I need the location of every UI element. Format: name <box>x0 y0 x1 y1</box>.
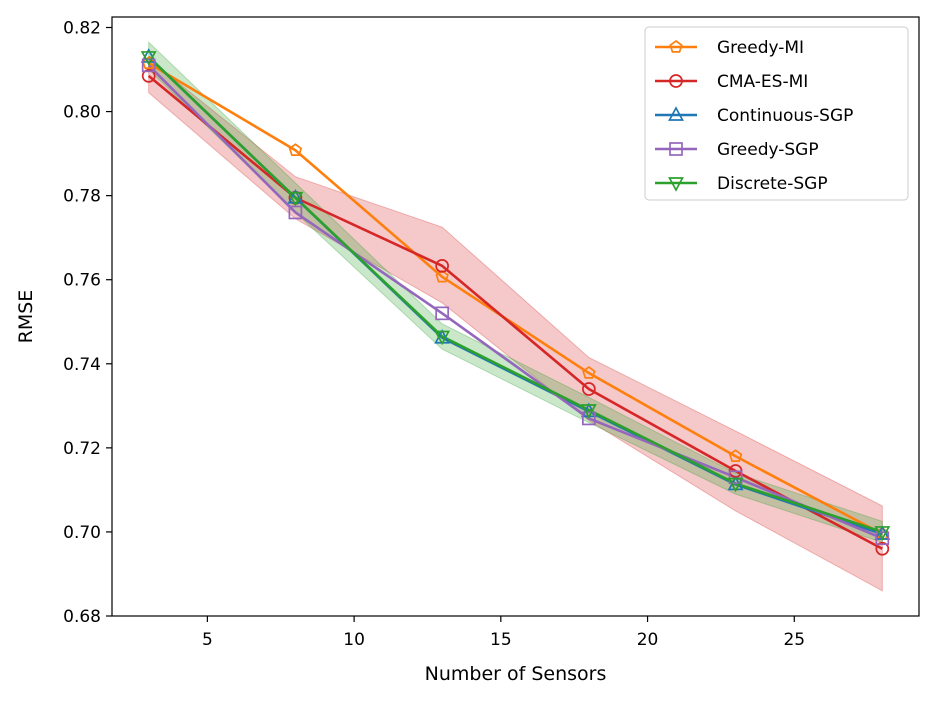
legend-label-greedy-mi: Greedy-MI <box>717 38 804 58</box>
point-cma-es-mi-18 <box>582 382 596 396</box>
series-markers <box>140 48 891 556</box>
point-cma-es-mi-28 <box>875 541 890 556</box>
y-tick-label: 0.82 <box>63 19 101 39</box>
point-discrete-sgp-13 <box>434 330 451 346</box>
point-continuous-sgp-3 <box>140 48 157 63</box>
legend-label-continuous-sgp: Continuous-SGP <box>717 106 853 126</box>
line-greedy-sgp <box>147 64 883 540</box>
x-axis-ticks: 5 10 15 20 25 <box>202 616 805 650</box>
plot-frame <box>111 16 920 617</box>
point-greedy-mi-13 <box>435 269 449 283</box>
legend-marker-greedy-sgp <box>669 142 683 156</box>
point-greedy-mi-8 <box>288 143 303 156</box>
line-cma-es-mi <box>147 74 883 550</box>
point-greedy-sgp-23 <box>728 470 743 485</box>
legend-marker-discrete-sgp <box>668 177 684 192</box>
point-greedy-mi-18 <box>582 365 596 379</box>
y-tick-label: 0.80 <box>63 103 101 123</box>
point-discrete-sgp-3 <box>140 51 157 66</box>
legend-label-discrete-sgp: Discrete-SGP <box>717 174 828 194</box>
point-cma-es-mi-3 <box>141 68 156 83</box>
x-axis-label: Number of Sensors <box>425 663 607 685</box>
x-tick-label: 15 <box>490 630 512 650</box>
legend-label-cma-es-mi: CMA-ES-MI <box>717 72 808 92</box>
legend-marker-greedy-mi <box>669 39 683 53</box>
legend-marker-cma-es-mi <box>669 74 683 88</box>
point-discrete-sgp-18 <box>580 404 597 419</box>
point-greedy-sgp-28 <box>875 531 890 546</box>
y-tick-label: 0.78 <box>63 187 101 207</box>
legend: Greedy-MI CMA-ES-MI Continuous-SGP Greedy-S… <box>644 26 909 201</box>
point-continuous-sgp-8 <box>287 188 304 204</box>
x-tick-label: 20 <box>637 630 659 650</box>
point-discrete-sgp-8 <box>287 191 304 207</box>
point-discrete-sgp-28 <box>874 526 891 541</box>
x-tick-label: 10 <box>343 630 365 650</box>
y-tick-label: 0.76 <box>63 271 101 291</box>
point-greedy-sgp-18 <box>582 411 596 426</box>
point-discrete-sgp-23 <box>727 477 744 493</box>
point-greedy-sgp-3 <box>141 58 156 73</box>
point-cma-es-mi-13 <box>435 258 449 273</box>
y-tick-label: 0.72 <box>63 439 101 459</box>
line-discrete-sgp <box>147 55 883 534</box>
y-axis-ticks: 0.68 0.70 0.72 0.74 0.76 0.78 0.80 0.82 <box>63 19 112 627</box>
point-greedy-mi-3 <box>141 56 156 69</box>
legend-label-greedy-sgp: Greedy-SGP <box>717 140 819 160</box>
y-axis-label: RMSE <box>15 290 37 344</box>
y-tick-label: 0.70 <box>63 523 101 543</box>
point-greedy-sgp-13 <box>435 306 449 321</box>
legend-marker-continuous-sgp <box>668 106 684 121</box>
point-greedy-mi-23 <box>728 449 743 462</box>
x-tick-label: 25 <box>783 630 805 650</box>
series-lines <box>147 55 883 550</box>
line-greedy-mi <box>148 62 883 536</box>
legend-box <box>644 26 909 201</box>
x-tick-label: 5 <box>202 630 213 650</box>
y-tick-label: 0.74 <box>63 355 101 375</box>
y-tick-label: 0.68 <box>63 607 101 627</box>
